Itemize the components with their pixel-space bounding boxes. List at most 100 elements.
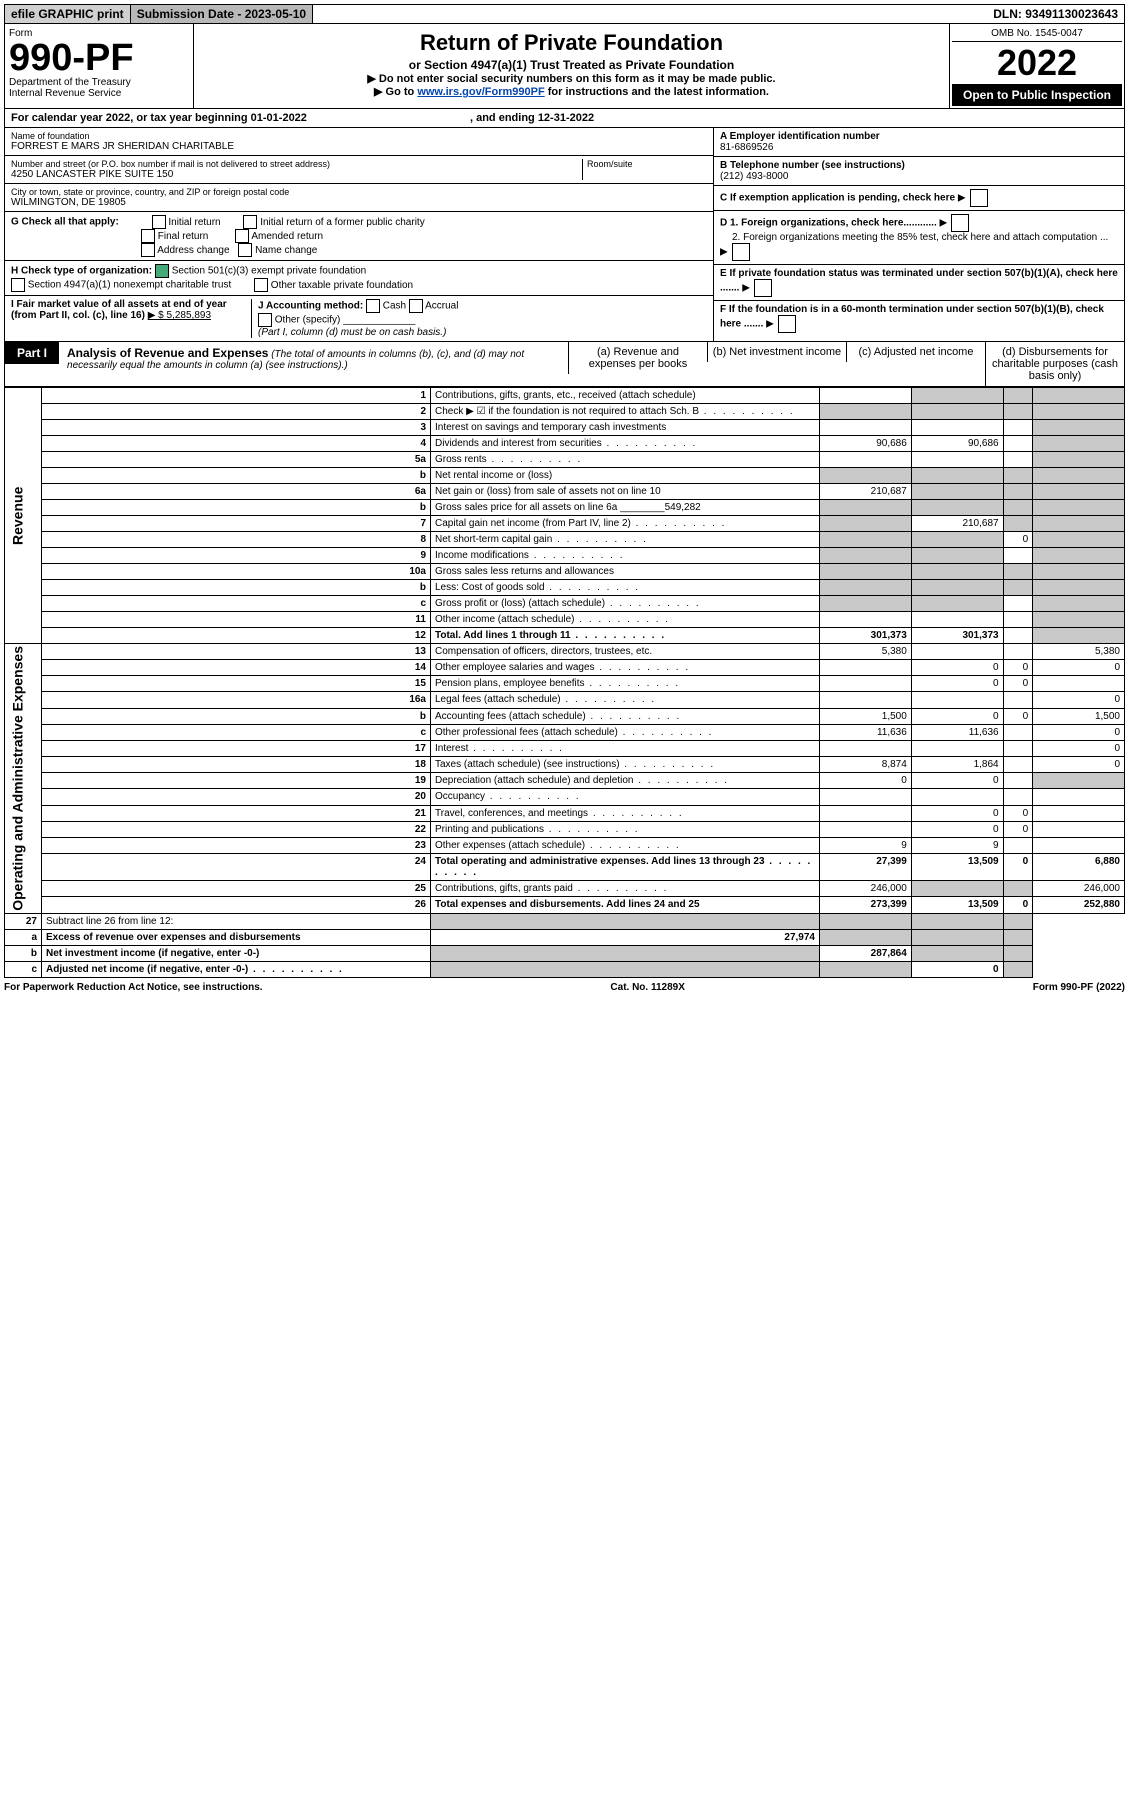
note2: ▶ Go to www.irs.gov/Form990PF for instru…: [198, 85, 945, 98]
table-row: 5aGross rents: [5, 452, 1125, 468]
submission-date: Submission Date - 2023-05-10: [131, 5, 313, 23]
e-row: E If private foundation status was termi…: [714, 265, 1124, 301]
checkbox-cash[interactable]: [366, 299, 380, 313]
checkbox-other-method[interactable]: [258, 313, 272, 327]
f-row: F If the foundation is in a 60-month ter…: [714, 301, 1124, 336]
col-d-header: (d) Disbursements for charitable purpose…: [985, 342, 1124, 386]
part1-label: Part I: [5, 342, 59, 364]
footer: For Paperwork Reduction Act Notice, see …: [4, 978, 1125, 997]
phone-block: B Telephone number (see instructions) (2…: [714, 157, 1124, 186]
side-label: Revenue: [5, 388, 42, 644]
table-row: 24Total operating and administrative exp…: [5, 854, 1125, 881]
entity-left: Name of foundation FORREST E MARS JR SHE…: [5, 128, 713, 341]
entity-info: Name of foundation FORREST E MARS JR SHE…: [4, 128, 1125, 342]
table-row: 8Net short-term capital gain0: [5, 532, 1125, 548]
ein-block: A Employer identification number 81-6869…: [714, 128, 1124, 157]
checkbox-501c3[interactable]: [155, 264, 169, 278]
table-row: 2Check ▶ ☑ if the foundation is not requ…: [5, 404, 1125, 420]
table-row: 11Other income (attach schedule): [5, 612, 1125, 628]
checkbox-e[interactable]: [754, 279, 772, 297]
table-row: Operating and Administrative Expenses13C…: [5, 644, 1125, 660]
c-row: C If exemption application is pending, c…: [714, 186, 1124, 211]
street-address: 4250 LANCASTER PIKE SUITE 150: [11, 169, 582, 180]
form-subtitle: or Section 4947(a)(1) Trust Treated as P…: [198, 58, 945, 72]
checkbox-other-tax[interactable]: [254, 278, 268, 292]
ein: 81-6869526: [720, 142, 1118, 153]
efile-label: efile GRAPHIC print: [5, 5, 131, 23]
checkbox-initial[interactable]: [152, 215, 166, 229]
checkbox-c[interactable]: [970, 189, 988, 207]
table-row: 4Dividends and interest from securities9…: [5, 436, 1125, 452]
footer-left: For Paperwork Reduction Act Notice, see …: [4, 982, 263, 993]
form-title: Return of Private Foundation: [198, 30, 945, 56]
part1-header: Part I Analysis of Revenue and Expenses …: [4, 342, 1125, 387]
header-center: Return of Private Foundation or Section …: [194, 24, 950, 108]
omb: OMB No. 1545-0047: [952, 26, 1122, 42]
table-row: 19Depreciation (attach schedule) and dep…: [5, 773, 1125, 789]
checkbox-4947[interactable]: [11, 278, 25, 292]
col-a-header: (a) Revenue and expenses per books: [568, 342, 707, 374]
part1-desc: Analysis of Revenue and Expenses (The to…: [59, 342, 568, 375]
table-row: 10aGross sales less returns and allowanc…: [5, 564, 1125, 580]
table-row: 3Interest on savings and temporary cash …: [5, 420, 1125, 436]
calendar-year-row: For calendar year 2022, or tax year begi…: [4, 109, 1125, 128]
table-row: 21Travel, conferences, and meetings00: [5, 805, 1125, 821]
table-row: cGross profit or (loss) (attach schedule…: [5, 596, 1125, 612]
table-row: 9Income modifications: [5, 548, 1125, 564]
side-label: Operating and Administrative Expenses: [5, 644, 42, 914]
g-check-row: G Check all that apply: Initial return I…: [5, 212, 713, 261]
table-row: bAccounting fees (attach schedule)1,5000…: [5, 708, 1125, 724]
form-header: Form 990-PF Department of the Treasury I…: [4, 24, 1125, 109]
irs: Internal Revenue Service: [9, 88, 189, 99]
checkbox-final[interactable]: [141, 229, 155, 243]
table-row: 18Taxes (attach schedule) (see instructi…: [5, 757, 1125, 773]
table-row: 20Occupancy: [5, 789, 1125, 805]
table-row: bNet rental income or (loss): [5, 468, 1125, 484]
checkbox-f[interactable]: [778, 315, 796, 333]
checkbox-d1[interactable]: [951, 214, 969, 232]
address-block: Number and street (or P.O. box number if…: [5, 156, 713, 184]
fmv-value: ▶ $ 5,285,893: [148, 310, 211, 321]
checkbox-amended[interactable]: [235, 229, 249, 243]
table-row: 16aLegal fees (attach schedule)0: [5, 692, 1125, 708]
table-row: cOther professional fees (attach schedul…: [5, 724, 1125, 740]
table-row: 17Interest0: [5, 740, 1125, 756]
table-row: bLess: Cost of goods sold: [5, 580, 1125, 596]
h-row: H Check type of organization: Section 50…: [5, 261, 713, 296]
checkbox-d2[interactable]: [732, 243, 750, 261]
col-c-header: (c) Adjusted net income: [846, 342, 985, 362]
table-row: 23Other expenses (attach schedule)99: [5, 837, 1125, 853]
table-row: 6aNet gain or (loss) from sale of assets…: [5, 484, 1125, 500]
dept: Department of the Treasury: [9, 77, 189, 88]
table-row: 22Printing and publications00: [5, 821, 1125, 837]
table-row: 15Pension plans, employee benefits00: [5, 676, 1125, 692]
table-row: cAdjusted net income (if negative, enter…: [5, 961, 1125, 977]
footer-mid: Cat. No. 11289X: [610, 982, 684, 993]
top-bar: efile GRAPHIC print Submission Date - 20…: [4, 4, 1125, 24]
header-left: Form 990-PF Department of the Treasury I…: [5, 24, 194, 108]
i-j-row: I Fair market value of all assets at end…: [5, 296, 713, 341]
footer-right: Form 990-PF (2022): [1033, 982, 1125, 993]
table-row: bGross sales price for all assets on lin…: [5, 500, 1125, 516]
form-number: 990-PF: [9, 39, 189, 77]
table-row: 25Contributions, gifts, grants paid246,0…: [5, 881, 1125, 897]
header-right: OMB No. 1545-0047 2022 Open to Public In…: [950, 24, 1124, 108]
d-row: D 1. Foreign organizations, check here..…: [714, 211, 1124, 265]
table-row: 7Capital gain net income (from Part IV, …: [5, 516, 1125, 532]
checkbox-accrual[interactable]: [409, 299, 423, 313]
table-row: aExcess of revenue over expenses and dis…: [5, 929, 1125, 945]
checkbox-former[interactable]: [243, 215, 257, 229]
table-row: 14Other employee salaries and wages000: [5, 660, 1125, 676]
irs-link[interactable]: www.irs.gov/Form990PF: [417, 86, 544, 98]
checkbox-name[interactable]: [238, 243, 252, 257]
table-row: 12Total. Add lines 1 through 11301,37330…: [5, 628, 1125, 644]
main-table: Revenue1Contributions, gifts, grants, et…: [4, 387, 1125, 978]
checkbox-address[interactable]: [141, 243, 155, 257]
foundation-name: FORREST E MARS JR SHERIDAN CHARITABLE: [11, 141, 707, 152]
table-row: bNet investment income (if negative, ent…: [5, 945, 1125, 961]
phone: (212) 493-8000: [720, 171, 1118, 182]
table-row: Revenue1Contributions, gifts, grants, et…: [5, 388, 1125, 404]
open-public: Open to Public Inspection: [952, 84, 1122, 106]
city-state-zip: WILMINGTON, DE 19805: [11, 197, 707, 208]
room-label: Room/suite: [587, 159, 707, 169]
